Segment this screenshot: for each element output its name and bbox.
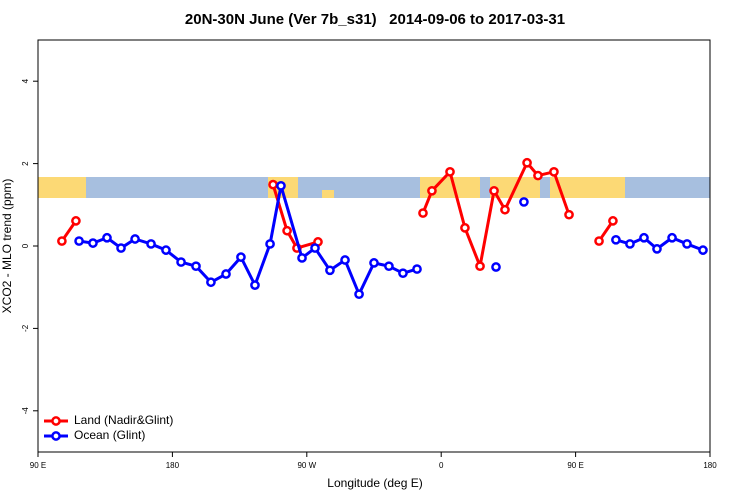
land-patch	[550, 177, 625, 198]
data-point	[533, 170, 543, 181]
data-point	[57, 236, 67, 246]
x-tick-label: 180	[703, 461, 717, 470]
data-point	[191, 261, 201, 272]
data-point	[682, 239, 692, 249]
data-point	[412, 264, 422, 274]
data-point	[206, 277, 216, 288]
data-point	[325, 265, 335, 276]
y-tick-label: 0	[21, 243, 30, 248]
land-patch	[322, 190, 334, 198]
series-line	[60, 161, 615, 268]
data-point	[265, 239, 275, 249]
data-point	[667, 232, 677, 243]
data-point	[282, 225, 292, 236]
data-point	[176, 257, 186, 267]
data-point	[522, 157, 532, 168]
data-point	[427, 185, 437, 196]
x-tick-label: 180	[166, 461, 180, 470]
data-point	[268, 179, 278, 190]
data-point	[340, 255, 350, 265]
data-point	[146, 239, 156, 249]
data-point	[489, 185, 499, 196]
data-point	[611, 234, 621, 245]
data-point	[564, 209, 574, 220]
data-point	[549, 166, 559, 177]
data-point	[297, 253, 307, 263]
land-patch	[38, 177, 86, 198]
data-point	[398, 268, 408, 279]
y-tick-label: -2	[21, 324, 30, 332]
data-point	[608, 216, 618, 226]
x-tick-label: 90 E	[30, 461, 46, 470]
legend-marker	[51, 416, 61, 426]
data-point	[418, 208, 428, 218]
ocean-band	[38, 177, 710, 198]
data-point	[354, 289, 364, 300]
data-point	[236, 252, 246, 262]
data-point	[625, 239, 635, 249]
legend-marker	[51, 431, 61, 441]
data-point	[519, 197, 529, 207]
x-tick-label: 0	[439, 461, 444, 470]
data-point	[594, 236, 604, 246]
data-point	[116, 243, 126, 253]
data-point	[460, 223, 470, 233]
y-axis-label: XCO2 - MLO trend (ppm)	[0, 179, 14, 314]
x-tick-label: 90 E	[567, 461, 583, 470]
data-point	[491, 262, 501, 272]
data-point	[310, 243, 320, 253]
legend-label: Ocean (Glint)	[74, 428, 145, 442]
data-point	[74, 236, 84, 246]
plot-frame	[37, 39, 711, 453]
data-point	[130, 234, 140, 244]
data-point	[71, 216, 81, 226]
data-point	[652, 244, 662, 254]
data-point	[384, 261, 394, 272]
data-point	[500, 204, 510, 215]
series-line	[78, 184, 704, 296]
chart-title: 20N-30N June (Ver 7b_s31) 2014-09-06 to …	[185, 11, 565, 28]
y-tick-label: 2	[21, 161, 30, 166]
x-tick-label: 90 W	[297, 461, 316, 470]
data-point	[698, 245, 708, 255]
data-point	[639, 232, 649, 243]
map-strip	[38, 177, 710, 198]
data-point	[161, 245, 171, 255]
data-point	[445, 166, 455, 177]
data-point	[88, 238, 98, 248]
y-tick-label: 4	[21, 78, 30, 83]
data-point	[276, 180, 286, 191]
data-point	[221, 269, 231, 279]
x-axis-label: Longitude (deg E)	[327, 476, 422, 490]
data-point	[475, 261, 485, 272]
data-point	[102, 232, 112, 243]
data-point	[369, 258, 379, 268]
legend-label: Land (Nadir&Glint)	[74, 413, 173, 427]
y-tick-label: -4	[21, 407, 30, 415]
data-point	[250, 280, 260, 290]
